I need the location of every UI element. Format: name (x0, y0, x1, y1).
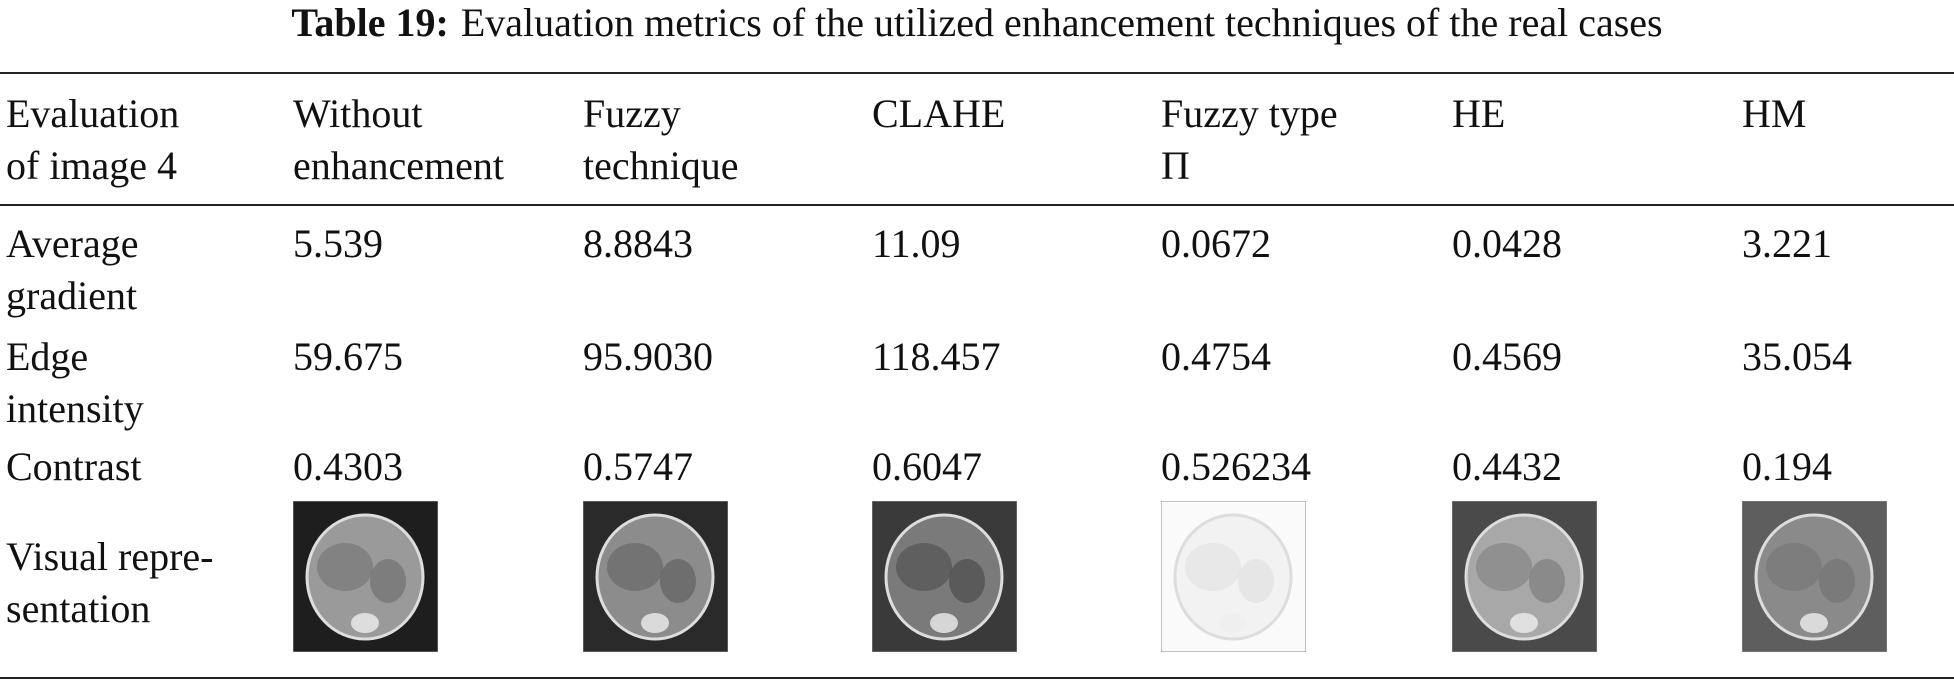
table-row: Edge intensity 59.675 95.9030 118.457 0.4754… (0, 325, 1954, 439)
value-cell: 0.4303 (293, 444, 403, 489)
header-cell: CLAHE (866, 72, 1155, 206)
ct-scan-image (292, 500, 439, 653)
ct-scan-image (582, 500, 729, 653)
value-cell: 11.09 (872, 221, 961, 266)
image-cell (577, 493, 866, 679)
value-cell: 95.9030 (583, 334, 713, 379)
header-cell: Evaluation of image 4 (0, 72, 287, 206)
row-label: Edge intensity (6, 334, 144, 431)
ct-scan-image (1160, 500, 1307, 653)
row-label: Contrast (6, 444, 142, 489)
table-row: Average gradient 5.539 8.8843 11.09 0.0672 0.… (0, 205, 1954, 325)
table-row: Contrast 0.4303 0.5747 0.6047 0.526234 0.4432… (0, 439, 1954, 493)
visual-row: Visual repre- sentation (0, 493, 1954, 679)
value-cell: 118.457 (872, 334, 1001, 379)
image-cell (1736, 493, 1954, 679)
value-cell: 0.5747 (583, 444, 693, 489)
metrics-table: Evaluation of image 4 Without enhancement… (0, 72, 1954, 679)
value-cell: 0.4569 (1452, 334, 1562, 379)
header-cell: Without enhancement (287, 72, 577, 206)
header-row: Evaluation of image 4 Without enhancement… (0, 72, 1954, 206)
value-cell: 0.4754 (1161, 334, 1271, 379)
value-cell: 0.526234 (1161, 444, 1311, 489)
header-cell: Fuzzy type Π (1155, 72, 1446, 206)
value-cell: 59.675 (293, 334, 403, 379)
value-cell: 35.054 (1742, 334, 1852, 379)
value-cell: 0.194 (1742, 444, 1832, 489)
ct-scan-image (871, 500, 1018, 653)
header-cell: HE (1446, 72, 1736, 206)
image-cell (866, 493, 1155, 679)
value-cell: 5.539 (293, 221, 383, 266)
value-cell: 0.4432 (1452, 444, 1562, 489)
row-label: Visual repre- sentation (0, 493, 287, 679)
image-cell (1446, 493, 1736, 679)
value-cell: 0.0672 (1161, 221, 1271, 266)
value-cell: 0.0428 (1452, 221, 1562, 266)
ct-scan-image (1741, 500, 1888, 653)
value-cell: 0.6047 (872, 444, 982, 489)
value-cell: 3.221 (1742, 221, 1832, 266)
table-caption: Table 19: Evaluation metrics of the utili… (0, 0, 1954, 46)
row-label: Average gradient (6, 221, 139, 318)
value-cell: 8.8843 (583, 221, 693, 266)
ct-scan-image (1451, 500, 1598, 653)
caption-label: Table 19: (291, 0, 449, 45)
header-cell: Fuzzy technique (577, 72, 866, 206)
caption-text: Evaluation metrics of the utilized enhan… (460, 0, 1663, 45)
image-cell (287, 493, 577, 679)
image-cell (1155, 493, 1446, 679)
header-cell: HM (1736, 72, 1954, 206)
